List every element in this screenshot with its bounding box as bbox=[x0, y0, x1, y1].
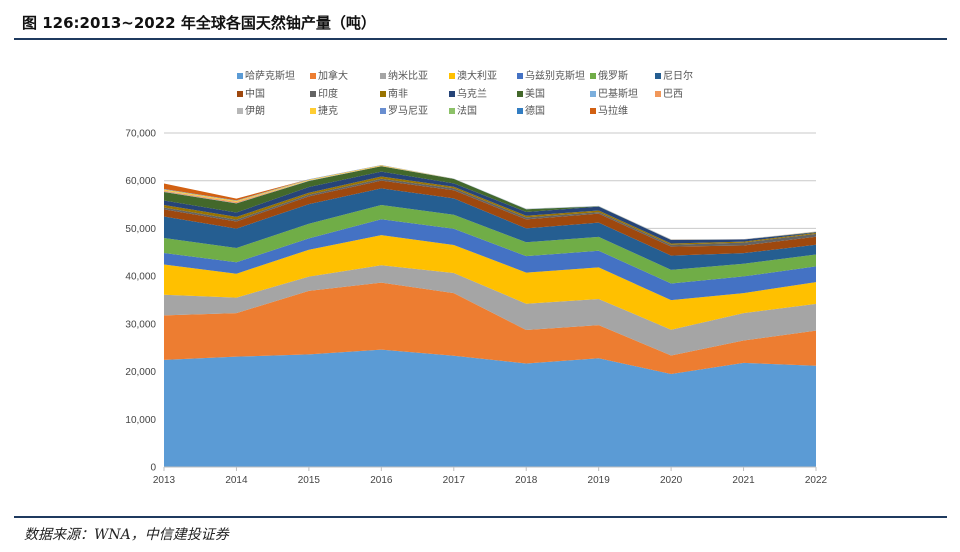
y-tick-label: 60,000 bbox=[125, 176, 156, 187]
legend-swatch bbox=[517, 108, 523, 114]
legend-label: 中国 bbox=[245, 87, 265, 100]
figure-title: 图 126:2013~2022 年全球各国天然铀产量（吨） bbox=[22, 14, 376, 32]
series-area bbox=[164, 235, 816, 330]
legend-label: 法国 bbox=[457, 104, 477, 117]
legend-swatch bbox=[237, 91, 243, 97]
top-divider bbox=[14, 38, 947, 40]
legend-label: 罗马尼亚 bbox=[388, 105, 428, 117]
x-tick-label: 2022 bbox=[805, 475, 828, 486]
legend-swatch bbox=[380, 73, 386, 79]
legend-swatch bbox=[655, 73, 661, 79]
legend-label: 美国 bbox=[525, 87, 545, 100]
y-tick-label: 70,000 bbox=[125, 129, 156, 140]
x-tick-label: 2014 bbox=[225, 475, 248, 486]
legend-swatch bbox=[380, 108, 386, 114]
series-area bbox=[164, 349, 816, 467]
series-area bbox=[164, 180, 816, 256]
y-tick-label: 30,000 bbox=[125, 319, 156, 330]
legend-swatch bbox=[449, 108, 455, 114]
x-tick-label: 2016 bbox=[370, 475, 393, 486]
legend-label: 南非 bbox=[388, 87, 408, 100]
legend-swatch bbox=[237, 73, 243, 79]
legend-swatch bbox=[449, 73, 455, 79]
x-tick-label: 2017 bbox=[443, 475, 466, 486]
x-tick-label: 2020 bbox=[660, 475, 683, 486]
legend-swatch bbox=[590, 91, 596, 97]
legend-label: 德国 bbox=[525, 104, 545, 117]
legend-swatch bbox=[310, 108, 316, 114]
legend-label: 加拿大 bbox=[318, 69, 348, 82]
series-area bbox=[164, 265, 816, 356]
y-tick-label: 0 bbox=[150, 463, 156, 474]
legend-swatch bbox=[517, 91, 523, 97]
legend-swatch bbox=[449, 91, 455, 97]
legend-label: 印度 bbox=[318, 87, 338, 100]
series-area bbox=[164, 204, 816, 284]
legend-label: 纳米比亚 bbox=[388, 69, 428, 82]
legend-swatch bbox=[517, 73, 523, 79]
legend-label: 马拉维 bbox=[598, 104, 628, 117]
legend-label: 俄罗斯 bbox=[598, 69, 628, 82]
legend-swatch bbox=[310, 73, 316, 79]
legend-label: 澳大利亚 bbox=[457, 69, 497, 82]
legend-label: 巴基斯坦 bbox=[598, 87, 638, 100]
legend-label: 尼日尔 bbox=[663, 69, 693, 82]
x-tick-label: 2018 bbox=[515, 475, 538, 486]
x-tick-label: 2013 bbox=[153, 475, 176, 486]
legend-label: 哈萨克斯坦 bbox=[245, 69, 295, 82]
x-tick-label: 2019 bbox=[588, 475, 611, 486]
source-note: 数据来源：WNA，中信建投证券 bbox=[24, 527, 229, 543]
legend-swatch bbox=[655, 91, 661, 97]
series-area bbox=[164, 219, 816, 301]
series-area bbox=[164, 282, 816, 375]
legend-swatch bbox=[590, 108, 596, 114]
y-tick-label: 20,000 bbox=[125, 367, 156, 378]
series-area bbox=[164, 188, 816, 270]
series-areas bbox=[164, 164, 816, 467]
legend-label: 巴西 bbox=[663, 88, 683, 100]
legend-swatch bbox=[380, 91, 386, 97]
legend-label: 捷克 bbox=[318, 104, 338, 117]
legend-swatch bbox=[310, 91, 316, 97]
legend-label: 乌克兰 bbox=[457, 87, 487, 100]
x-tick-label: 2021 bbox=[732, 475, 755, 486]
bottom-divider bbox=[14, 516, 947, 518]
y-tick-label: 40,000 bbox=[125, 272, 156, 283]
legend-label: 乌兹别克斯坦 bbox=[525, 69, 585, 82]
y-tick-label: 50,000 bbox=[125, 224, 156, 235]
legend-swatch bbox=[590, 73, 596, 79]
legend-label: 伊朗 bbox=[245, 105, 265, 117]
x-tick-label: 2015 bbox=[298, 475, 321, 486]
y-tick-label: 10,000 bbox=[125, 415, 156, 426]
legend-swatch bbox=[237, 108, 243, 114]
axes: 0 10,000 20,000 30,000 40,000 50,000 60,000 70,… bbox=[125, 129, 827, 487]
